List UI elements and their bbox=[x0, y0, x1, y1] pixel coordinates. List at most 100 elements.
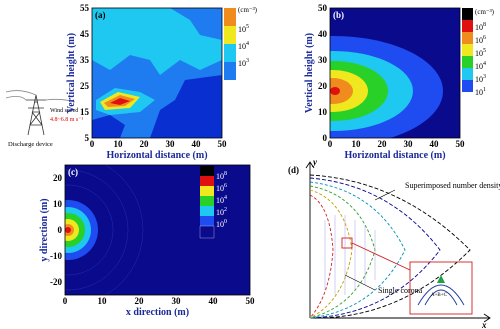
exponent: 4 bbox=[246, 41, 249, 47]
x-tick-label: 0 bbox=[90, 139, 95, 149]
inset-label: A+B+C bbox=[431, 293, 448, 298]
panel-label: (d) bbox=[288, 165, 299, 175]
colorbar-label: 103 bbox=[238, 58, 249, 68]
y-tick-label: 35 bbox=[80, 55, 90, 65]
exponent: 5 bbox=[246, 24, 249, 30]
base: 10 bbox=[475, 62, 483, 71]
exponent: 6 bbox=[224, 183, 227, 189]
x-tick-label: 10 bbox=[98, 296, 108, 306]
base: 10 bbox=[238, 42, 246, 51]
x-tick-label: 20 bbox=[140, 139, 150, 149]
y-axis-label: Vertical height (m) bbox=[66, 33, 77, 113]
exponent: 3 bbox=[483, 74, 486, 80]
x-tick-label: 30 bbox=[404, 139, 414, 149]
colorbar-label: 106 bbox=[216, 183, 227, 193]
single-label: Single corona bbox=[378, 286, 423, 295]
colorbar-c bbox=[199, 166, 215, 239]
exponent: 3 bbox=[246, 58, 249, 64]
base: 10 bbox=[475, 88, 483, 97]
y-tick-label: 5 bbox=[85, 133, 90, 143]
panel-label: (c) bbox=[68, 167, 78, 177]
colorbar-label: 101 bbox=[475, 87, 486, 97]
x-tick-label: 0 bbox=[63, 296, 68, 306]
colorbar-label: 105 bbox=[475, 48, 486, 58]
y-tick-label: 10 bbox=[318, 107, 328, 117]
x-axis-label: Horizontal distance (m) bbox=[106, 150, 207, 161]
exponent: 6 bbox=[483, 35, 486, 41]
base: 10 bbox=[216, 208, 224, 217]
colorbar-label: 102 bbox=[216, 207, 227, 217]
base: 10 bbox=[238, 59, 246, 68]
panel-label: (b) bbox=[333, 10, 344, 20]
colorbar-label: 108 bbox=[475, 22, 486, 32]
colorbar-label: 108 bbox=[216, 171, 227, 181]
y-axis-label: Vertical height (m) bbox=[304, 33, 315, 113]
device-label: Discharge device bbox=[8, 141, 53, 148]
contour-c bbox=[65, 165, 250, 295]
panel-label: (a) bbox=[95, 10, 106, 20]
colorbar-unit: (cm⁻³) bbox=[475, 8, 495, 16]
colorbar-unit: (cm⁻³) bbox=[238, 6, 258, 14]
y-tick-label: 10 bbox=[53, 199, 63, 209]
base: 10 bbox=[475, 49, 483, 58]
y-tick-label: 40 bbox=[318, 29, 328, 39]
x-tick-label: 40 bbox=[209, 296, 219, 306]
x-axis-label: x direction (m) bbox=[126, 307, 189, 318]
x-tick-label: 0 bbox=[328, 139, 333, 149]
exponent: 1 bbox=[483, 87, 486, 93]
y-tick-label: 20 bbox=[53, 173, 63, 183]
x-tick-label: 50 bbox=[218, 139, 228, 149]
colorbar-label: 104 bbox=[238, 41, 249, 51]
colorbar-a bbox=[224, 8, 236, 80]
x-tick-label: 40 bbox=[192, 139, 202, 149]
base: 10 bbox=[475, 75, 483, 84]
colorbar-label: 100 bbox=[216, 219, 227, 229]
base: 10 bbox=[216, 184, 224, 193]
x-tick-label: 50 bbox=[246, 296, 256, 306]
exponent: 8 bbox=[483, 22, 486, 28]
tower-icon bbox=[5, 90, 76, 136]
y-tick-label: 0 bbox=[323, 133, 328, 143]
frame-a bbox=[91, 7, 223, 139]
d-y-axis: y bbox=[312, 157, 318, 167]
base: 10 bbox=[216, 196, 224, 205]
exponent: 4 bbox=[224, 195, 227, 201]
diagram-d bbox=[305, 161, 491, 323]
colorbar-label: 105 bbox=[238, 24, 249, 34]
wind-label: Wind speed bbox=[50, 108, 78, 114]
colorbar-label: 103 bbox=[475, 74, 486, 84]
exponent: 8 bbox=[224, 171, 227, 177]
base: 10 bbox=[475, 36, 483, 45]
y-tick-label: 55 bbox=[80, 3, 90, 13]
colorbar-label: 106 bbox=[475, 35, 486, 45]
y-tick-label: 50 bbox=[318, 3, 328, 13]
y-tick-label: 20 bbox=[318, 81, 328, 91]
base: 10 bbox=[475, 23, 483, 32]
x-tick-label: 40 bbox=[430, 139, 440, 149]
x-axis-label: Horizontal distance (m) bbox=[344, 150, 445, 161]
colorbar-label: 104 bbox=[475, 61, 486, 71]
y-axis-label: y direction (m) bbox=[39, 198, 50, 261]
frame-b bbox=[329, 7, 461, 139]
base: 10 bbox=[216, 220, 224, 229]
y-tick-label: -10 bbox=[50, 251, 62, 261]
base: 10 bbox=[216, 172, 224, 181]
exponent: 2 bbox=[224, 207, 227, 213]
x-tick-label: 20 bbox=[135, 296, 145, 306]
exponent: 4 bbox=[483, 61, 486, 67]
exponent: 0 bbox=[224, 219, 227, 225]
y-tick-label: 0 bbox=[58, 225, 63, 235]
d-x-axis: x bbox=[481, 320, 487, 329]
exponent: 5 bbox=[483, 48, 486, 54]
superimposed-label: Superimposed number density bbox=[405, 181, 500, 190]
x-tick-label: 10 bbox=[114, 139, 124, 149]
y-tick-label: 45 bbox=[80, 29, 90, 39]
colorbar-b bbox=[462, 8, 473, 92]
x-tick-label: 50 bbox=[456, 139, 466, 149]
x-tick-label: 30 bbox=[172, 296, 182, 306]
y-tick-label: 30 bbox=[318, 55, 328, 65]
y-tick-label: 15 bbox=[80, 107, 90, 117]
y-tick-label: 25 bbox=[80, 81, 90, 91]
contour-b bbox=[330, 8, 460, 138]
